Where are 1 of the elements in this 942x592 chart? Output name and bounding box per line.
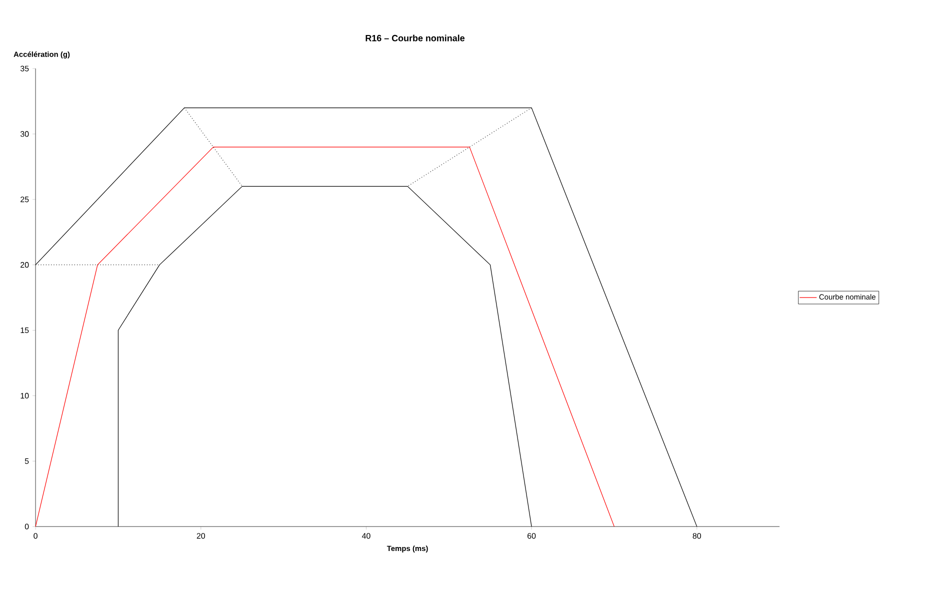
chart-title: R16 – Courbe nominale (366, 34, 465, 42)
